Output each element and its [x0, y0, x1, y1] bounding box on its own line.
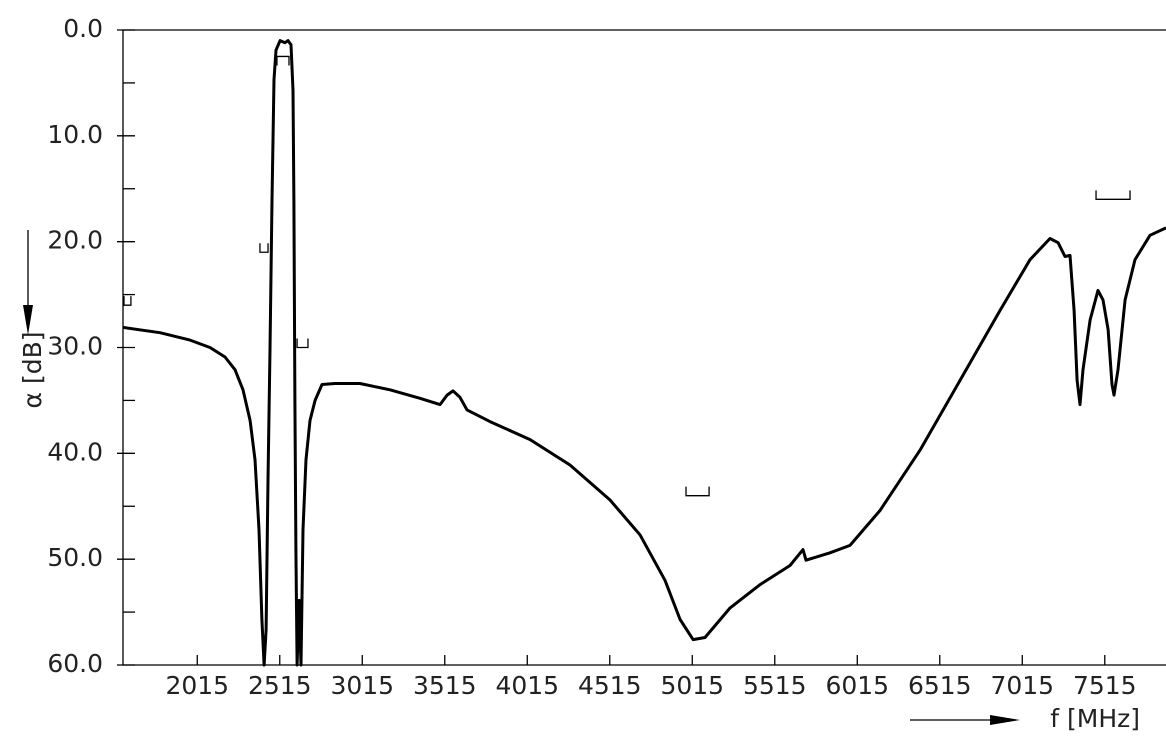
y-axis-label: α [dB] [18, 332, 47, 409]
x-arrow-head [990, 715, 1020, 725]
x-tick-label: 2515 [248, 671, 312, 700]
axis-frame [122, 29, 1166, 666]
x-axis-label: f [MHz] [1050, 704, 1140, 733]
limit-mask [296, 338, 309, 349]
y-tick-label: 40.0 [47, 437, 103, 466]
x-axis-title: f [MHz] [910, 704, 1140, 733]
x-tick-label: 3015 [330, 671, 394, 700]
y-axis-title: α [dB] [18, 230, 47, 408]
x-tick-label: 7515 [1073, 671, 1137, 700]
x-tick-label: 2015 [165, 671, 229, 700]
limit-mask [276, 55, 290, 66]
y-tick-label: 20.0 [47, 226, 103, 255]
y-tick-label: 30.0 [47, 332, 103, 361]
x-tick-label: 3515 [413, 671, 477, 700]
y-tick-label: 60.0 [47, 649, 103, 678]
x-tick-label: 7015 [990, 671, 1054, 700]
x-tick-label: 6515 [908, 671, 972, 700]
y-tick-label: 0.0 [63, 14, 103, 43]
y-arrow-head [23, 305, 33, 335]
limit-mask [685, 486, 710, 497]
data-line [122, 39, 1166, 667]
limit-mask [123, 296, 132, 306]
limit-mask [259, 243, 269, 253]
y-tick-label: 10.0 [47, 120, 103, 149]
limit-mask [1095, 190, 1131, 200]
y-tick-label: 50.0 [47, 543, 103, 572]
x-tick-label: 5015 [660, 671, 724, 700]
x-tick-label: 4515 [578, 671, 642, 700]
x-tick-label: 4015 [495, 671, 559, 700]
x-tick-label: 6015 [825, 671, 889, 700]
x-tick-label: 5515 [743, 671, 807, 700]
